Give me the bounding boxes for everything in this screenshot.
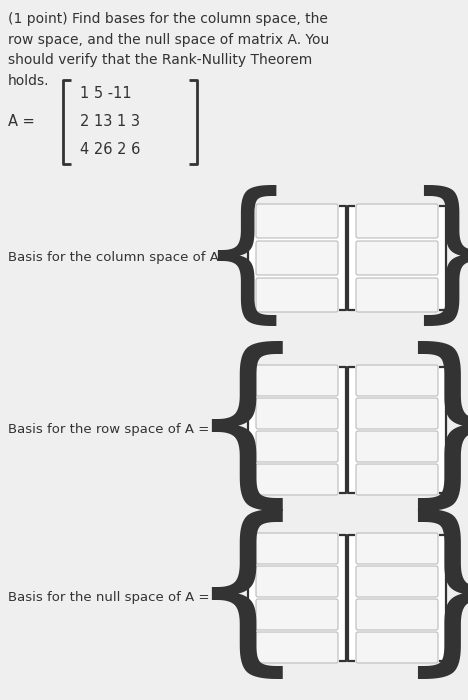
Text: }: } [404, 185, 468, 332]
FancyBboxPatch shape [256, 566, 338, 597]
FancyBboxPatch shape [356, 398, 438, 429]
Text: ,: , [346, 595, 350, 609]
Bar [347, 534, 447, 662]
FancyBboxPatch shape [256, 398, 338, 429]
Bar [247, 366, 347, 494]
Text: 4 26 2 6: 4 26 2 6 [80, 143, 140, 158]
FancyBboxPatch shape [256, 533, 338, 564]
FancyBboxPatch shape [256, 599, 338, 630]
Bar [347, 366, 447, 494]
Bar [347, 205, 447, 311]
FancyBboxPatch shape [256, 464, 338, 495]
FancyBboxPatch shape [256, 278, 338, 312]
Bar [247, 534, 347, 662]
FancyBboxPatch shape [356, 241, 438, 275]
FancyBboxPatch shape [256, 365, 338, 396]
Text: 2 13 1 3: 2 13 1 3 [80, 115, 140, 130]
Text: ,: , [346, 255, 350, 269]
Text: {: { [188, 509, 304, 687]
FancyBboxPatch shape [356, 566, 438, 597]
Text: Basis for the null space of A =: Basis for the null space of A = [8, 592, 210, 605]
FancyBboxPatch shape [356, 204, 438, 238]
FancyBboxPatch shape [356, 365, 438, 396]
FancyBboxPatch shape [356, 464, 438, 495]
Text: {: { [198, 185, 294, 332]
Text: }: } [394, 341, 468, 519]
Text: }: } [394, 509, 468, 687]
Text: Basis for the column space of A =: Basis for the column space of A = [8, 251, 234, 265]
Text: 1 5 -11: 1 5 -11 [80, 87, 132, 101]
FancyBboxPatch shape [256, 431, 338, 462]
Text: ,: , [346, 427, 350, 441]
FancyBboxPatch shape [356, 632, 438, 663]
FancyBboxPatch shape [356, 599, 438, 630]
Text: (1 point) Find bases for the column space, the
row space, and the null space of : (1 point) Find bases for the column spac… [8, 12, 329, 88]
FancyBboxPatch shape [356, 533, 438, 564]
Bar [247, 205, 347, 311]
FancyBboxPatch shape [256, 204, 338, 238]
Text: {: { [188, 341, 304, 519]
FancyBboxPatch shape [356, 278, 438, 312]
FancyBboxPatch shape [356, 431, 438, 462]
FancyBboxPatch shape [256, 632, 338, 663]
Text: A =: A = [8, 115, 35, 130]
FancyBboxPatch shape [256, 241, 338, 275]
Text: Basis for the row space of A =: Basis for the row space of A = [8, 424, 209, 437]
